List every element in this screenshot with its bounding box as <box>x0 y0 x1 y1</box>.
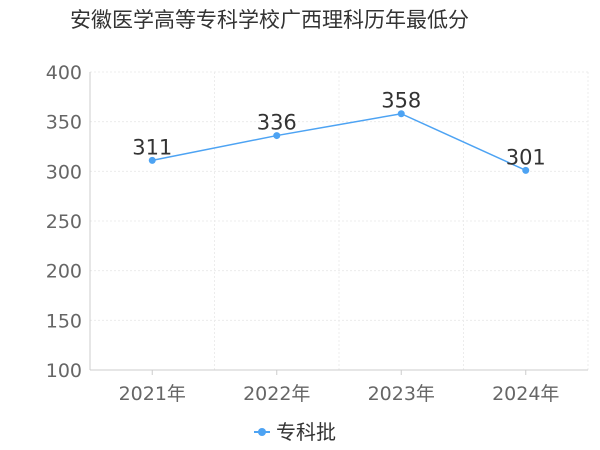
data-point <box>522 166 530 174</box>
data-label: 311 <box>132 135 172 159</box>
data-label: 336 <box>257 111 297 135</box>
x-tick-label: 2024年 <box>492 383 559 405</box>
x-tick-label: 2021年 <box>119 383 186 405</box>
series-layer: 311 336 358 301 <box>132 89 546 174</box>
y-tick-label: 300 <box>46 161 82 183</box>
grid-lines <box>90 71 589 370</box>
axes <box>89 72 588 375</box>
y-tick-label: 400 <box>46 62 82 84</box>
x-tick-label: 2022年 <box>243 383 310 405</box>
chart-title: 安徽医学高等专科学校广西理科历年最低分 <box>70 8 469 32</box>
data-label: 358 <box>381 89 421 113</box>
legend-label: 专科批 <box>276 420 336 444</box>
y-tick-label: 150 <box>46 310 82 332</box>
y-tick-label: 200 <box>46 261 82 283</box>
data-point <box>148 156 156 164</box>
series-line <box>152 112 527 172</box>
y-tick-label: 350 <box>46 112 82 134</box>
y-tick-label: 100 <box>46 360 82 382</box>
legend[interactable]: 专科批 <box>254 420 336 444</box>
data-point <box>397 110 405 118</box>
data-label: 301 <box>506 145 546 169</box>
legend-item[interactable]: 专科批 <box>254 420 336 444</box>
x-tick-labels: 2021年 2022年 2023年 2024年 <box>119 383 560 405</box>
y-tick-label: 250 <box>46 211 82 233</box>
data-point <box>273 132 281 140</box>
y-tick-labels: 100 150 200 250 300 350 400 <box>46 62 82 382</box>
legend-marker-icon <box>258 428 266 436</box>
x-tick-label: 2023年 <box>368 383 435 405</box>
